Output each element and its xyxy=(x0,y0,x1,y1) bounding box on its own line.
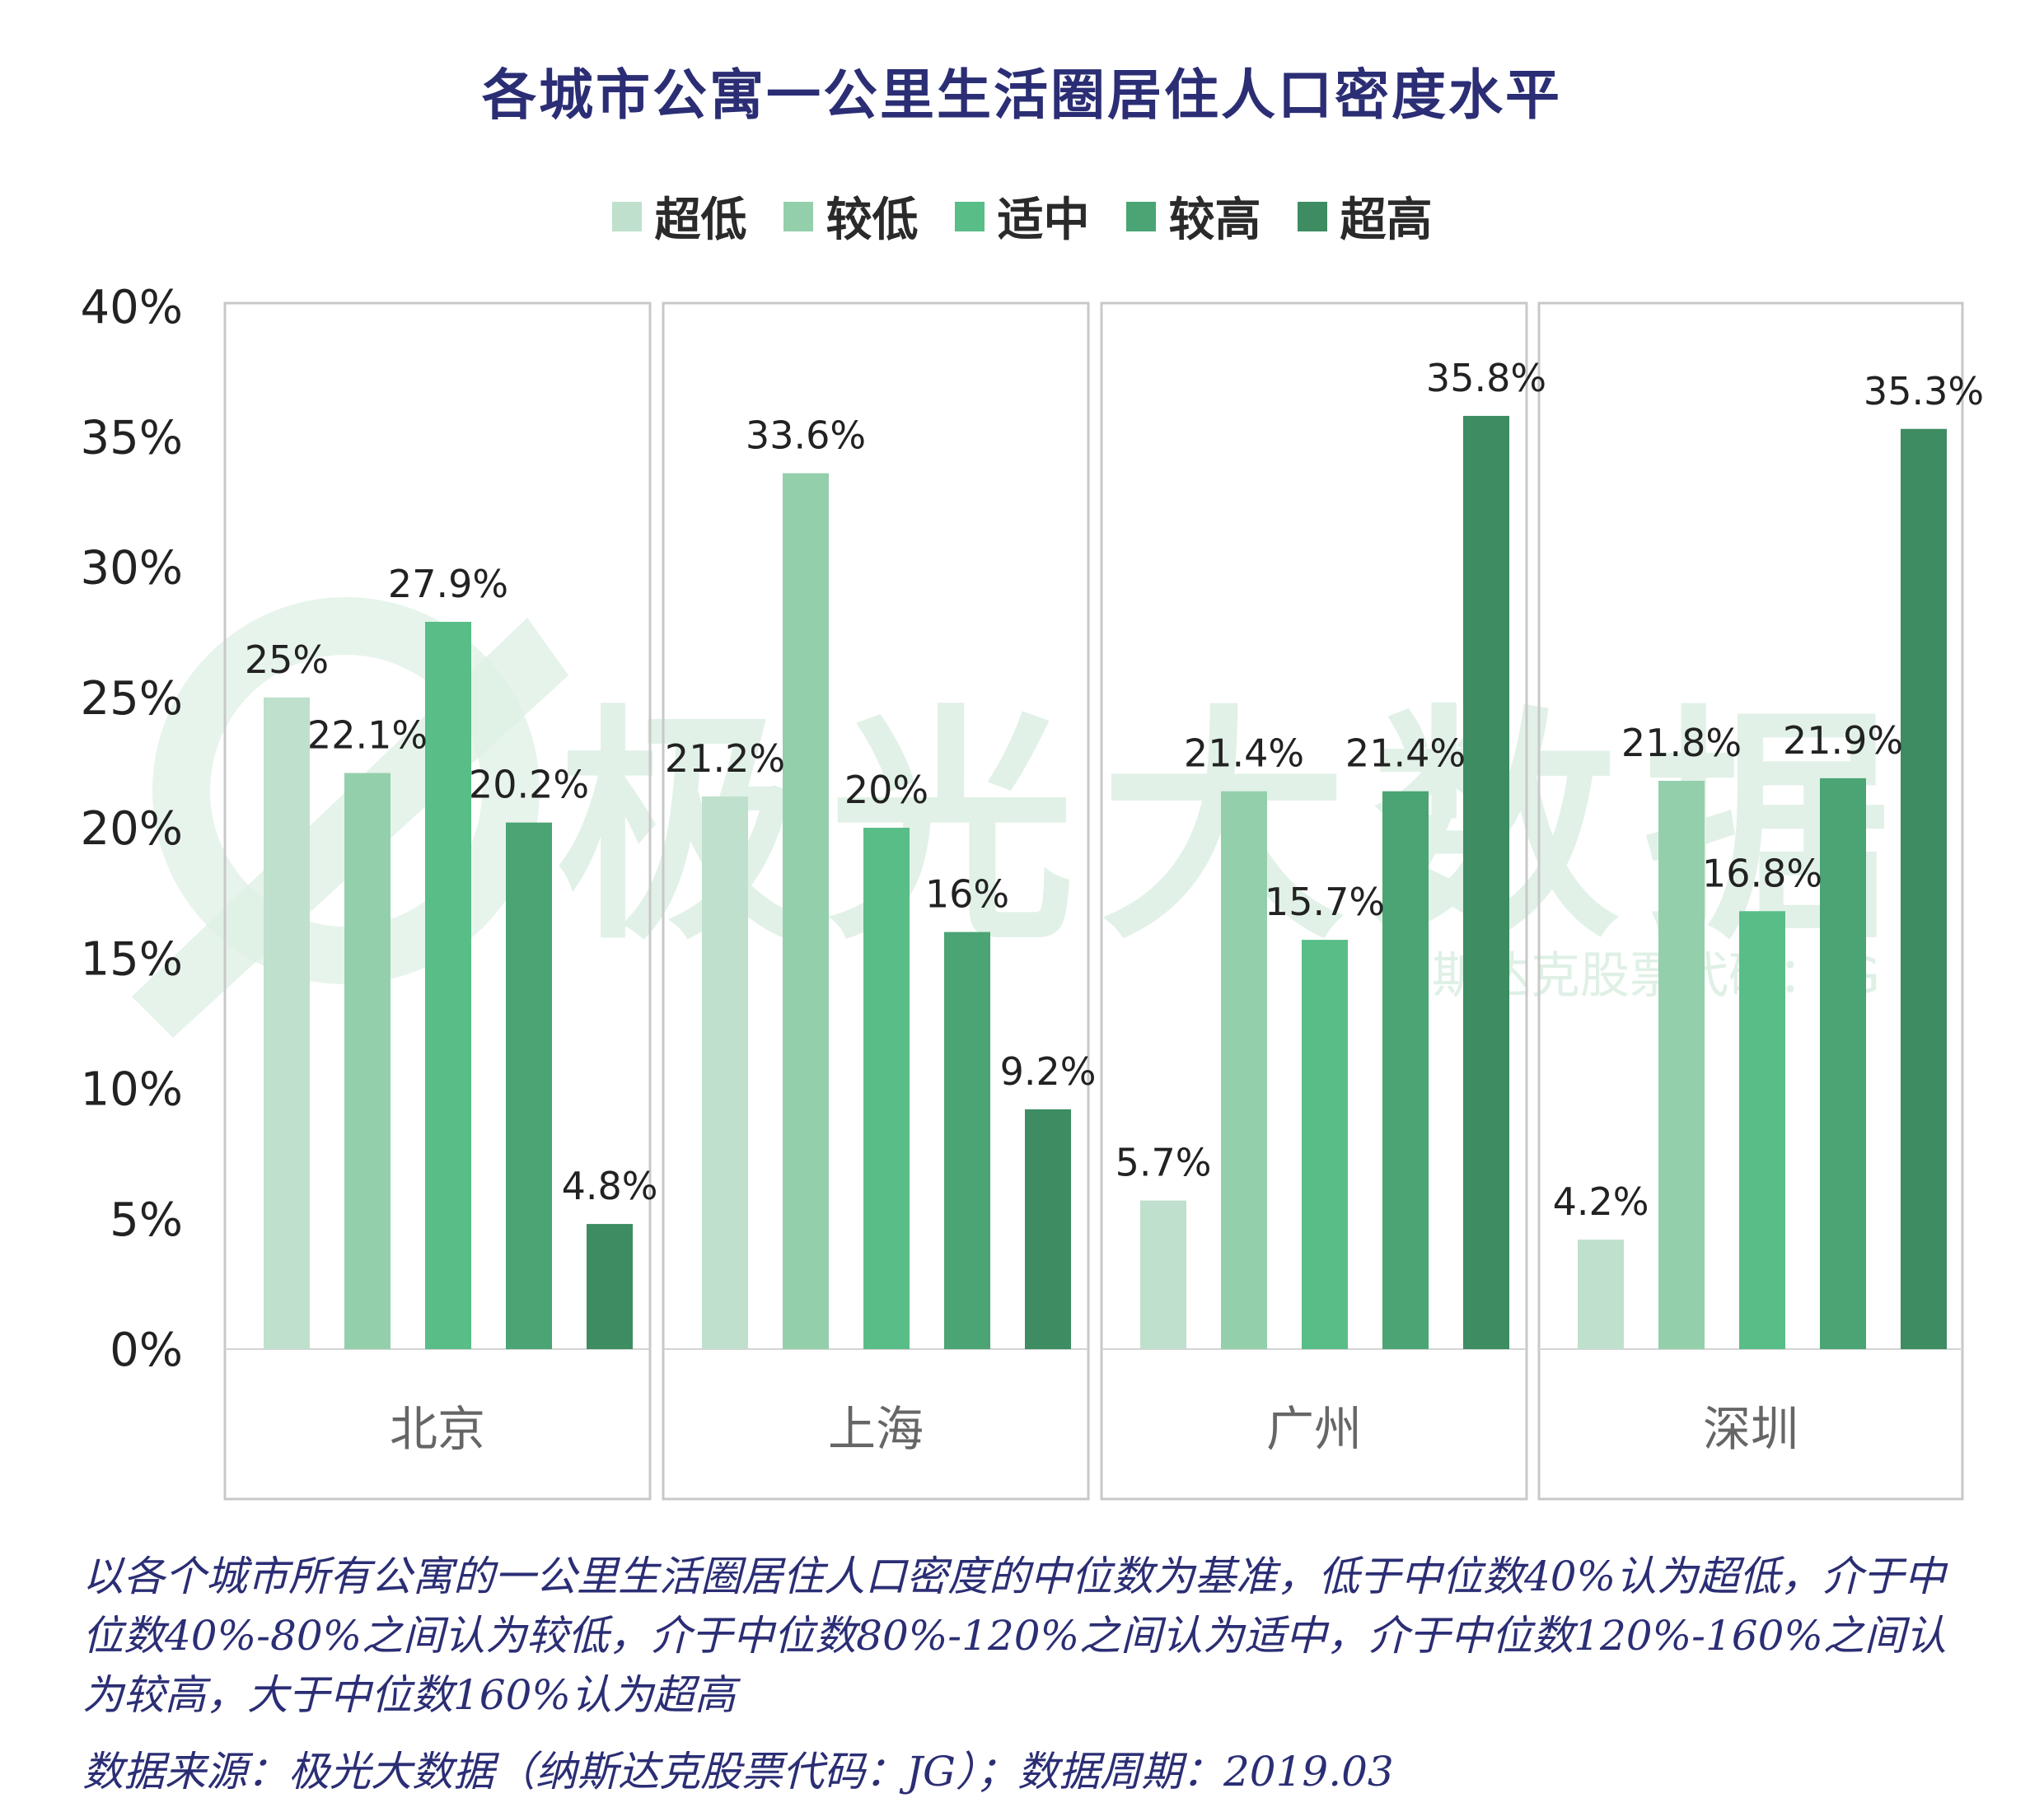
category-label: 北京 xyxy=(390,1401,485,1457)
data-label: 4.2% xyxy=(1553,1179,1649,1224)
bar xyxy=(506,822,552,1349)
legend-swatch xyxy=(783,201,813,231)
category-label: 上海 xyxy=(828,1401,924,1457)
bar xyxy=(1901,428,1947,1349)
bars xyxy=(264,415,1947,1350)
y-tick-label: 35% xyxy=(81,411,183,465)
legend-label: 超低 xyxy=(654,194,747,247)
data-label: 9.2% xyxy=(1000,1049,1097,1094)
category-label: 广州 xyxy=(1266,1401,1362,1457)
data-label: 4.8% xyxy=(562,1164,658,1208)
data-label: 21.4% xyxy=(1345,731,1466,776)
bar xyxy=(1140,1200,1186,1349)
y-tick-label: 30% xyxy=(81,542,183,595)
bar xyxy=(425,621,471,1349)
legend-label: 较低 xyxy=(826,194,919,247)
category-label: 深圳 xyxy=(1703,1401,1798,1457)
city-panel xyxy=(223,301,652,1501)
data-label: 33.6% xyxy=(746,413,866,458)
bar xyxy=(587,1224,633,1349)
legend: 超低 较低 适中 较高 超高 xyxy=(0,183,2044,250)
bar xyxy=(1302,940,1348,1349)
bar xyxy=(1221,791,1267,1349)
definition-note: 以各个城市所有公寓的一公里生活圈居住人口密度的中位数为基准，低于中位数40%认为… xyxy=(82,1553,1947,1719)
data-label: 21.8% xyxy=(1621,721,1742,765)
watermark: 极光大数据纳斯达克股票代码：JG xyxy=(132,597,1891,1038)
data-source: 数据来源：极光大数据（纳斯达克股票代码：JG）；数据周期：2019.03 xyxy=(82,1748,1394,1796)
bar xyxy=(264,697,310,1349)
data-label: 15.7% xyxy=(1265,880,1385,924)
data-labels: 25% 22.1% 27.9% 20.2% 4.8% 21.2% 33.6% 20% 16% 9.… xyxy=(245,356,1984,1224)
bar xyxy=(863,828,910,1349)
legend-item: 超低 xyxy=(611,183,747,250)
bar xyxy=(783,473,829,1349)
legend-item: 超高 xyxy=(1297,183,1433,250)
watermark-subtext: 纳斯达克股票代码：JG xyxy=(1382,947,1880,1005)
bar xyxy=(344,773,391,1349)
legend-swatch xyxy=(954,201,985,231)
city-panel xyxy=(1537,301,1964,1501)
bar xyxy=(1382,791,1429,1349)
city-panel xyxy=(1100,301,1528,1501)
data-label: 20% xyxy=(844,768,928,812)
legend-label: 超高 xyxy=(1340,194,1433,247)
y-tick-label: 25% xyxy=(81,672,183,726)
legend-item: 较高 xyxy=(1125,183,1261,250)
data-label: 27.9% xyxy=(388,562,508,606)
bar xyxy=(1739,911,1785,1349)
bar xyxy=(1820,778,1866,1349)
bar xyxy=(944,932,990,1349)
legend-swatch xyxy=(1125,201,1156,231)
y-tick-label: 20% xyxy=(81,802,183,856)
bar xyxy=(1578,1240,1624,1349)
data-label: 16% xyxy=(925,872,1009,917)
data-label: 16.8% xyxy=(1702,851,1822,895)
legend-item: 较低 xyxy=(783,183,919,250)
data-label: 21.9% xyxy=(1783,718,1903,763)
city-panel xyxy=(662,301,1090,1501)
data-label: 22.1% xyxy=(307,713,428,758)
bar xyxy=(1025,1109,1071,1349)
y-tick-label: 40% xyxy=(81,281,183,334)
legend-item: 适中 xyxy=(954,183,1090,250)
legend-swatch xyxy=(1297,201,1327,231)
data-label: 20.2% xyxy=(469,763,589,807)
data-label: 21.4% xyxy=(1184,731,1304,776)
data-label: 35.8% xyxy=(1426,356,1546,400)
bar xyxy=(702,796,748,1349)
legend-label: 适中 xyxy=(997,194,1090,247)
data-label: 25% xyxy=(245,637,329,682)
chart-title: 各城市公寓一公里生活圈居住人口密度水平 xyxy=(482,63,1562,127)
y-tick-label: 0% xyxy=(110,1324,183,1377)
legend-swatch xyxy=(611,201,642,231)
y-tick-label: 10% xyxy=(81,1063,183,1117)
legend-label: 较高 xyxy=(1168,194,1261,247)
bar xyxy=(1463,415,1509,1350)
data-label: 35.3% xyxy=(1864,369,1984,413)
bar xyxy=(1658,781,1705,1349)
y-tick-label: 15% xyxy=(81,932,183,986)
data-label: 21.2% xyxy=(665,736,785,781)
data-label: 5.7% xyxy=(1116,1141,1212,1185)
y-tick-label: 5% xyxy=(110,1193,183,1247)
y-axis: 0% 5% 10% 15% 20% 25% 30% 35% 40% xyxy=(81,281,183,1377)
